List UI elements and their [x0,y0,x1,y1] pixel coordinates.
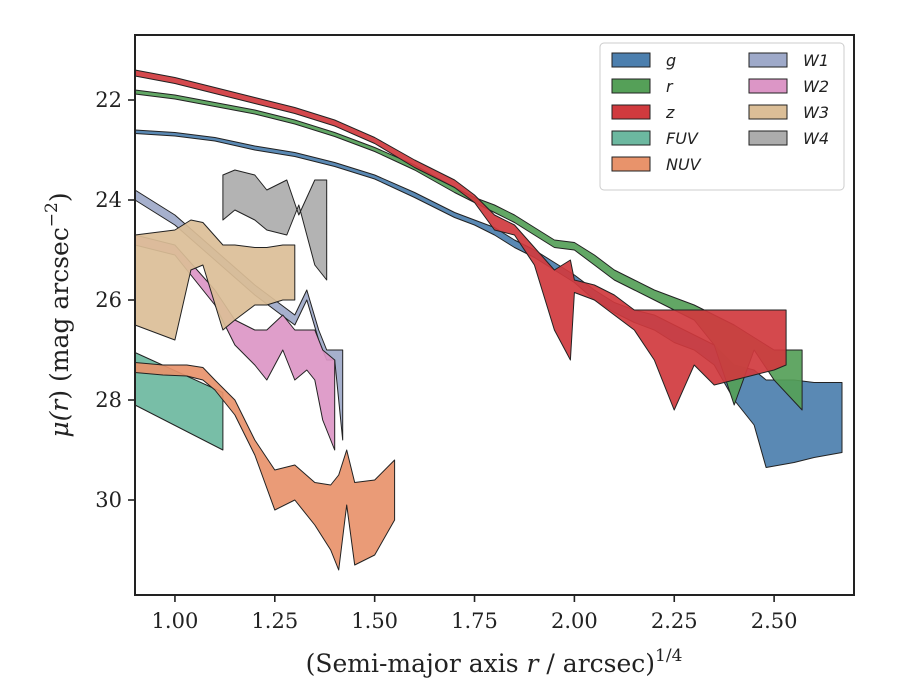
legend-swatch-z [611,104,651,120]
x-tick-label: 2.00 [551,609,598,633]
y-tick-label: 28 [95,388,122,412]
legend-swatch-w2 [748,78,788,94]
band-nuv [134,362,396,571]
x-tick-label: 2.25 [651,609,698,633]
legend-label-fuv: FUV [666,129,699,148]
legend-swatch-g [611,52,651,68]
legend-label-w3: W3 [803,103,829,122]
x-tick-label: 1.00 [152,609,199,633]
legend-label-w2: W2 [803,77,829,96]
legend-swatch-nuv [611,156,651,172]
legend-label-w4: W4 [803,129,829,148]
y-tick-label: 30 [95,488,122,512]
band-w3 [134,219,296,341]
axis-ticks: 1.00 1.25 1.50 1.75 2.00 2.25 2.50 22 24 26 28 30 [95,88,797,633]
legend-swatch-w3 [748,104,788,120]
legend-label-z: z [665,103,675,122]
plot-area [134,69,843,571]
x-tick-label: 1.50 [351,609,398,633]
x-tick-label: 1.75 [451,609,498,633]
y-axis-label: μ(r) (mag arcsec−2) [42,192,74,437]
band-w2 [134,234,336,451]
band-g [134,129,843,468]
legend-label-nuv: NUV [666,155,702,174]
legend-swatch-w4 [748,130,788,146]
band-z [134,69,787,411]
legend-swatch-fuv [611,130,651,146]
x-tick-label: 2.50 [751,609,798,633]
x-axis-label: (Semi-major axis r / arcsec)1/4 [306,646,683,678]
y-tick-label: 26 [95,288,122,312]
y-tick-label: 24 [95,188,122,212]
legend: grz FUV NUV W1 W2 W3 W4 [599,42,845,191]
x-tick-label: 1.25 [251,609,298,633]
axes-frame [134,34,855,596]
y-tick-label: 22 [95,88,122,112]
legend-label-w1: W1 [803,51,829,70]
legend-label-r: r [666,77,674,96]
legend-label-g: g [666,51,676,70]
band-w4 [222,169,328,281]
legend-swatch-w1 [748,52,788,68]
legend-swatch-r [611,78,651,94]
